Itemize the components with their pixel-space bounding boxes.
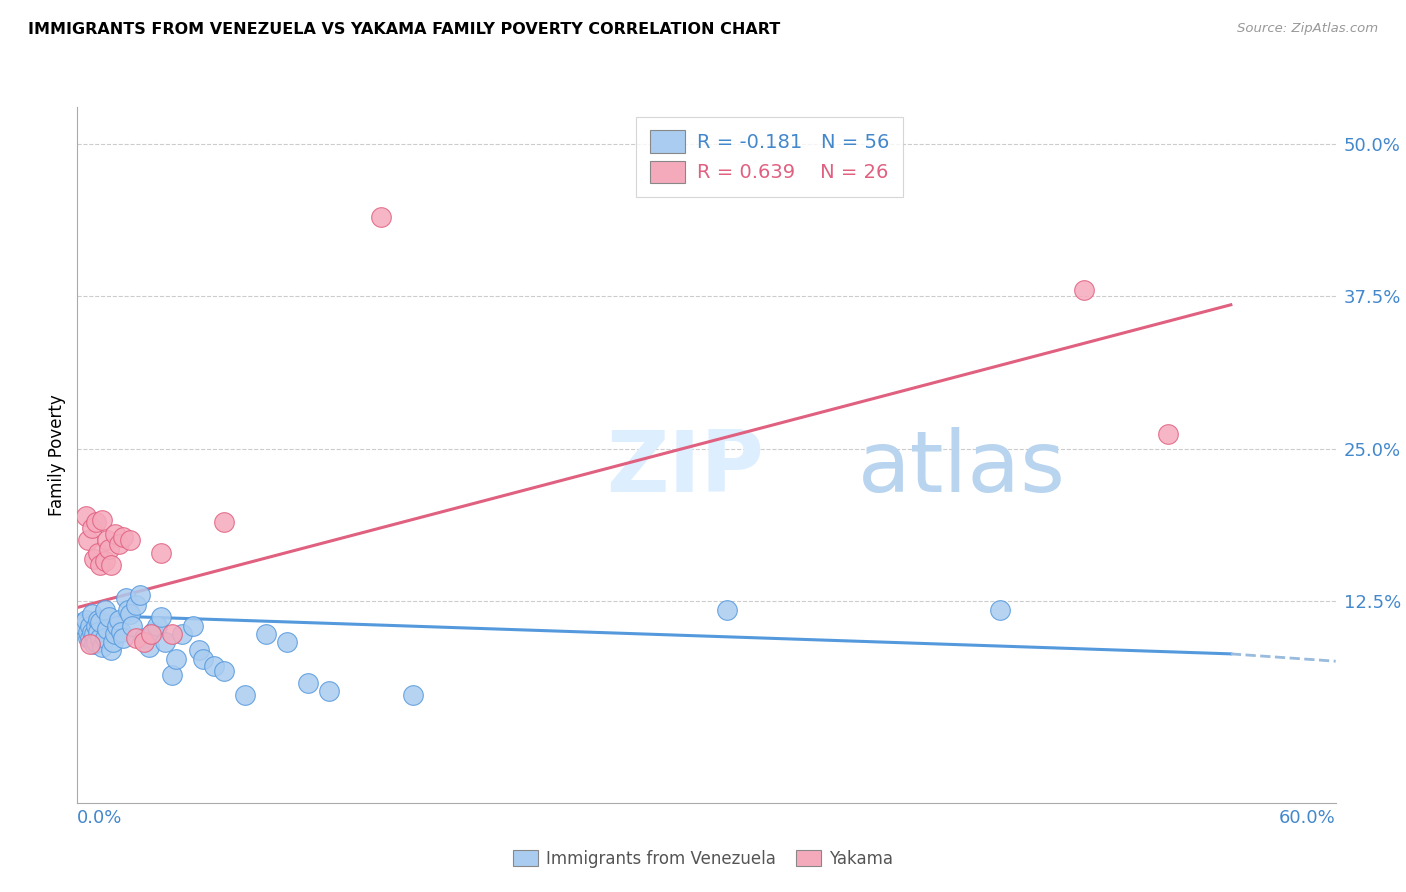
Point — [80, 624, 103, 639]
Point — [112, 530, 135, 544]
Point — [96, 623, 118, 637]
Point — [155, 634, 177, 648]
Point — [97, 610, 120, 624]
Point — [93, 603, 115, 617]
Point — [83, 637, 105, 651]
Point — [91, 513, 114, 527]
Point — [318, 683, 340, 698]
Point — [297, 676, 319, 690]
Point — [134, 631, 156, 645]
Point — [87, 624, 110, 639]
Point — [72, 619, 94, 633]
Point — [160, 627, 183, 641]
Text: Source: ZipAtlas.com: Source: ZipAtlas.com — [1237, 22, 1378, 36]
Point — [89, 558, 111, 572]
Point — [108, 537, 131, 551]
Point — [181, 619, 204, 633]
Point — [87, 613, 110, 627]
Point — [139, 627, 162, 641]
Point — [97, 541, 120, 556]
Point — [276, 634, 298, 648]
Legend: Immigrants from Venezuela, Yakama: Immigrants from Venezuela, Yakama — [506, 844, 900, 875]
Point — [89, 631, 111, 645]
Point — [75, 613, 97, 627]
Text: 0.0%: 0.0% — [77, 809, 122, 827]
Point — [100, 558, 122, 572]
Point — [83, 627, 105, 641]
Text: IMMIGRANTS FROM VENEZUELA VS YAKAMA FAMILY POVERTY CORRELATION CHART: IMMIGRANTS FROM VENEZUELA VS YAKAMA FAMI… — [28, 22, 780, 37]
Point — [104, 527, 127, 541]
Point — [172, 627, 194, 641]
Point — [96, 533, 118, 548]
Point — [129, 588, 152, 602]
Point — [125, 598, 148, 612]
Point — [75, 508, 97, 523]
Point — [188, 643, 211, 657]
Point — [93, 554, 115, 568]
Point — [112, 631, 135, 645]
Point — [110, 624, 132, 639]
Text: atlas: atlas — [858, 427, 1066, 510]
Point — [134, 634, 156, 648]
Legend: R = -0.181   N = 56, R = 0.639    N = 26: R = -0.181 N = 56, R = 0.639 N = 26 — [637, 117, 903, 196]
Point — [191, 652, 215, 666]
Text: 60.0%: 60.0% — [1279, 809, 1336, 827]
Point — [89, 615, 111, 629]
Point — [84, 515, 107, 529]
Point — [988, 603, 1011, 617]
Point — [93, 631, 115, 645]
Point — [101, 634, 124, 648]
Point — [84, 634, 107, 648]
Point — [117, 603, 139, 617]
Point — [91, 640, 114, 654]
Point — [84, 619, 107, 633]
Point — [370, 210, 392, 224]
Point — [254, 627, 277, 641]
Point — [118, 607, 141, 621]
Point — [105, 619, 128, 633]
Point — [142, 624, 165, 639]
Point — [80, 607, 103, 621]
Point — [114, 591, 136, 605]
Point — [212, 664, 235, 678]
Point — [150, 610, 173, 624]
Point — [76, 624, 98, 639]
Point — [104, 627, 127, 641]
Point — [80, 521, 103, 535]
Point — [160, 667, 183, 681]
Point — [1157, 427, 1180, 442]
Point — [79, 619, 101, 633]
Point — [138, 640, 160, 654]
Point — [150, 545, 173, 559]
Text: ZIP: ZIP — [606, 427, 763, 510]
Point — [108, 613, 131, 627]
Point — [100, 643, 122, 657]
Point — [83, 551, 105, 566]
Point — [87, 545, 110, 559]
Point — [146, 619, 169, 633]
Point — [125, 631, 148, 645]
Point — [212, 515, 235, 529]
Point — [202, 659, 225, 673]
Point — [233, 689, 256, 703]
Point — [1073, 283, 1095, 297]
Point — [121, 619, 143, 633]
Point — [79, 631, 101, 645]
Point — [402, 689, 425, 703]
Point — [76, 631, 98, 645]
Point — [76, 533, 98, 548]
Y-axis label: Family Poverty: Family Poverty — [48, 394, 66, 516]
Point — [165, 652, 187, 666]
Point — [716, 603, 738, 617]
Point — [118, 533, 141, 548]
Point — [79, 637, 101, 651]
